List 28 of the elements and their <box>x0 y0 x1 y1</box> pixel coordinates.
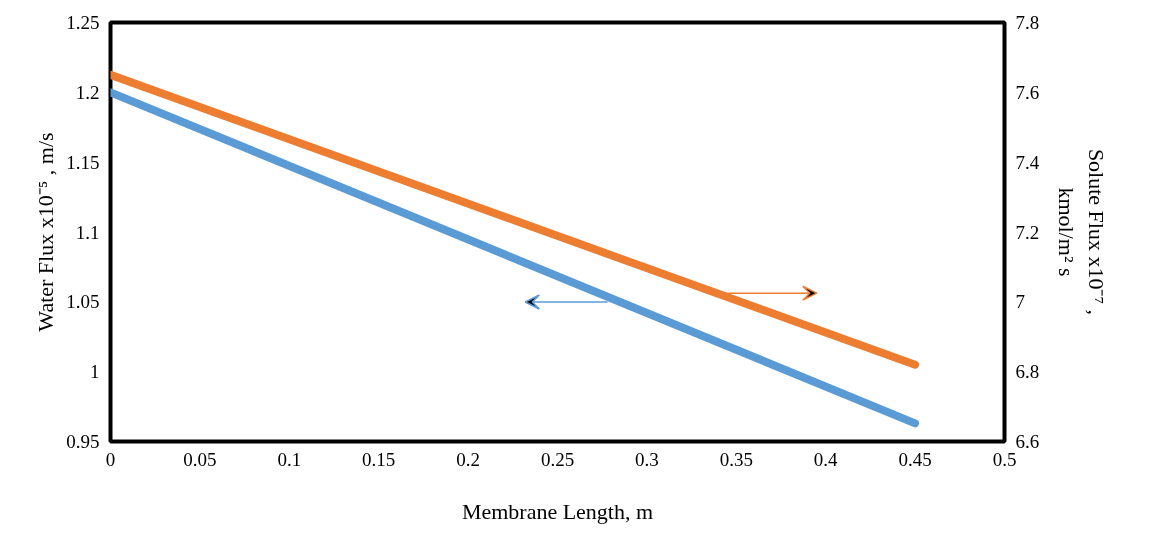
y-tick-label: 1.05 <box>66 291 100 313</box>
x-tick-label: 0.45 <box>898 448 932 470</box>
x-tick-label: 0.3 <box>635 448 659 470</box>
x-tick-label: 0.5 <box>992 448 1017 470</box>
y2-tick-label: 7.2 <box>1015 221 1040 243</box>
y2-tick-label: 7 <box>1015 291 1025 313</box>
x-tick-label: 0.05 <box>183 448 217 470</box>
y2-tick-label: 6.8 <box>1015 361 1040 383</box>
x-tick-label: 0 <box>105 448 116 470</box>
y2-tick-label: 7.6 <box>1015 81 1040 103</box>
x-tick-label: 0.4 <box>813 448 839 470</box>
y-axis-title: Water Flux x10⁻⁵ , m/s <box>33 132 59 332</box>
x-tick-label: 0.15 <box>362 448 396 470</box>
y-tick-label: 1.2 <box>75 81 100 103</box>
y2-axis-title: Solute Flux x10⁻⁷ , kmol/m² s <box>1054 148 1110 316</box>
y-tick-label: 1.25 <box>66 12 100 33</box>
y2-tick-label: 7.8 <box>1015 12 1040 33</box>
x-tick-label: 0.35 <box>719 448 753 470</box>
x-tick-label: 0.25 <box>540 448 575 470</box>
x-axis-title: Membrane Length, m <box>461 498 654 524</box>
x-tick-label: 0.2 <box>456 448 480 470</box>
y2-tick-label: 7.4 <box>1015 151 1040 173</box>
y-tick-label: 1 <box>90 361 100 383</box>
y-tick-label: 1.1 <box>75 221 100 243</box>
y-tick-label: 0.95 <box>66 431 100 452</box>
x-tick-label: 0.1 <box>277 448 302 470</box>
y-tick-label: 1.15 <box>66 151 100 173</box>
y2-tick-label: 6.6 <box>1015 431 1040 452</box>
